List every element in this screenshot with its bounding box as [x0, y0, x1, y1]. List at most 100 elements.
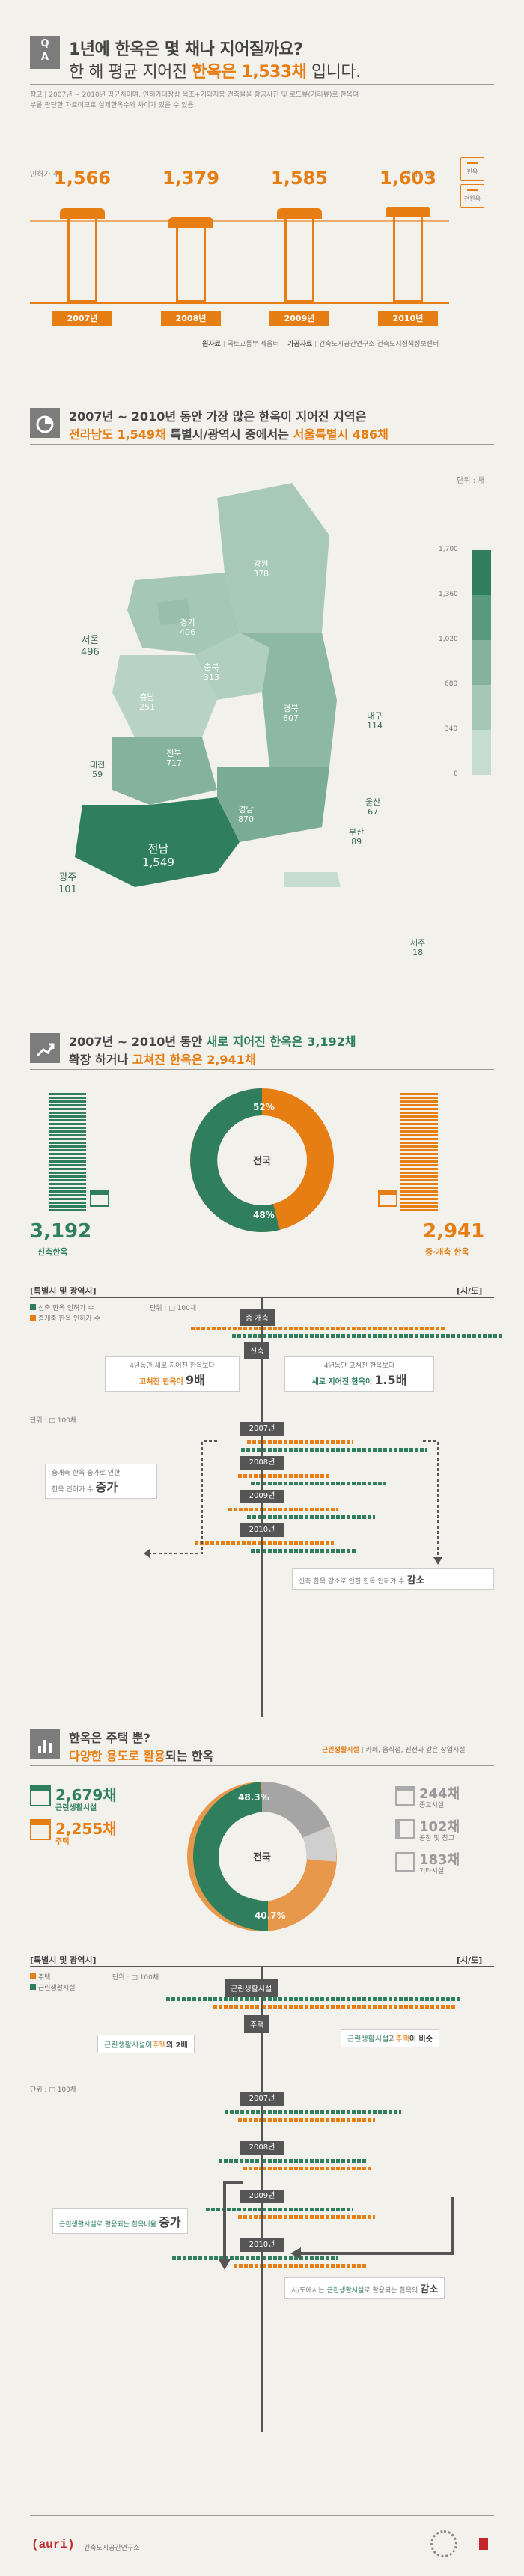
year-column-2009: 1,585 2009년: [258, 168, 341, 328]
donut-center-label: 전국: [253, 1156, 271, 1167]
legend-renov: 증개축 한옥 인허가 수: [30, 1313, 100, 1323]
label-ulsan: 울산 67: [365, 797, 381, 817]
region-gangwon: [217, 483, 329, 633]
hanok-column-icon: [176, 228, 206, 302]
year-2010: 2010년: [240, 1523, 284, 1537]
value-label: 1,585: [271, 168, 328, 189]
unit-note-2: 단위 : □ 100채: [30, 2086, 77, 2094]
pct-house: 40.7%: [255, 1910, 286, 1921]
label-seoul: 서울 496: [81, 635, 100, 658]
s1-title-line1: 1년에 한옥은 몇 채나 지어질까요?: [69, 40, 303, 59]
right-trend-arrow: [290, 2197, 454, 2259]
hanok-column-icon: [284, 219, 314, 302]
renov-hanok-stack: [400, 1093, 438, 1213]
region-jeonnam: [75, 797, 240, 887]
color-scale: [472, 550, 491, 775]
value-label: 1,603: [380, 168, 436, 189]
region-jeju: [284, 872, 341, 887]
year-label: 2010년: [378, 311, 438, 326]
bar-title-right: [시/도]: [457, 1955, 483, 1965]
right-note: 근린생활시설과주택이 비슷: [341, 2029, 439, 2047]
label-gwangju: 광주 101: [58, 872, 77, 895]
bar-title-left: [특별시 및 광역시]: [30, 1955, 97, 1965]
org-name: 건축도시공간연구소: [84, 2545, 140, 2552]
trend-up-icon: [30, 1033, 60, 1063]
label-daegu: 대구 114: [367, 711, 383, 731]
s1-note: 참고 | 2007년 ~ 2010년 평균치이며, 인허가대장상 목조+기와지붕…: [30, 91, 359, 109]
new-vs-renov-donut: [190, 1088, 334, 1232]
house-icon: [30, 1819, 51, 1840]
tag-neigh: 근린생활시설: [225, 1979, 278, 1997]
renov-hanok-icon: [378, 1190, 397, 1207]
year-label: 2009년: [269, 311, 329, 326]
house-label: 주택: [55, 1838, 70, 1846]
label-gyeongbuk: 경북 607: [283, 704, 299, 723]
pct-renov: 48%: [253, 1210, 275, 1220]
value-label: 1,566: [54, 168, 111, 189]
factory-value: 102채: [419, 1819, 460, 1835]
footer: (auri) 건축도시공간연구소: [0, 2515, 524, 2576]
year-2009: 2009년: [240, 2190, 284, 2203]
s1-title-line2: 한 해 평균 지어진 한옥은 1,533채 입니다.: [69, 63, 361, 82]
label-chungbuk: 충북 313: [204, 663, 219, 682]
s1-roof-line: [30, 220, 449, 222]
brand-mark: [479, 2538, 488, 2550]
region-seoul: [157, 599, 191, 625]
scale-tick: 680: [445, 680, 458, 688]
bar-chart-icon: [30, 1729, 60, 1759]
left-trend-arrow: [219, 2181, 243, 2270]
right-trend-arrow: [423, 1440, 442, 1565]
section-2: 2007년 ~ 2010년 동안 가장 많은 한옥이 지어진 지역은 전라남도 …: [0, 393, 524, 977]
legend-hanok-icon: 한옥: [460, 157, 484, 181]
right-trend-note: 신축 한옥 감소로 인한 한옥 인허가 수 감소: [292, 1568, 494, 1590]
center-axis: [261, 1298, 263, 1717]
s2-title-line1: 2007년 ~ 2010년 동안 가장 많은 한옥이 지어진 지역은: [69, 409, 367, 424]
other-value: 183채: [419, 1852, 460, 1868]
s2-unit: 단위 : 채: [457, 477, 485, 485]
neigh-icon: [30, 1785, 51, 1806]
left-note: 4년동안 새로 지어진 한옥보다 고쳐진 한옥이 9배: [105, 1356, 240, 1392]
s2-title-line2: 전라남도 1,549채 특별시/광역시 중에서는 서울특별시 486채: [69, 427, 389, 442]
region-gyeongnam: [217, 767, 329, 842]
year-label: 2008년: [161, 311, 221, 326]
s3-title-line1: 2007년 ~ 2010년 동안 새로 지어진 한옥은 3,192채: [69, 1035, 356, 1049]
region-jeonbuk: [112, 737, 217, 805]
region-gyeongbuk: [240, 633, 337, 767]
label-gangwon: 강원 378: [253, 559, 269, 579]
neigh-label: 근린생활시설: [55, 1804, 97, 1812]
legend-neigh: 근린생활시설: [30, 1982, 76, 1992]
emblem-icon: [430, 2530, 457, 2557]
bar-title-right: [시/도]: [457, 1286, 483, 1296]
year-column-2010: 1,603 2010년: [367, 168, 449, 328]
pie-chart-icon: [30, 408, 60, 438]
label-busan: 부산 89: [349, 827, 365, 847]
hanok-roof-icon: [60, 208, 105, 219]
tag-renov: 증·개축: [240, 1309, 275, 1326]
tag-house: 주택: [244, 2015, 270, 2033]
new-hanok-label: 신축한옥: [37, 1247, 68, 1257]
year-2009: 2009년: [240, 1490, 284, 1503]
auri-logo: (auri): [31, 2538, 75, 2551]
left-note: 근린생활시설이주택의 2배: [97, 2035, 195, 2053]
neigh-value: 2,679채: [55, 1786, 117, 1804]
s3-title-line2: 확장 하거나 고쳐진 한옥은 2,941채: [69, 1053, 256, 1067]
s4-title-line2: 다양한 용도로 활용되는 한옥: [69, 1749, 214, 1763]
label-gyeonggi: 경기 406: [180, 618, 195, 637]
scale-tick: 1,020: [439, 636, 458, 643]
source-note: 원자료 | 국토교통부 세움터 가공자료 | 건축도시공간연구소 건축도시정책정…: [202, 341, 439, 348]
year-label: 2007년: [52, 311, 112, 326]
year-2010: 2010년: [240, 2238, 284, 2252]
new-hanok-value: 3,192: [30, 1220, 92, 1243]
region-chungbuk: [195, 633, 269, 700]
year-2007: 2007년: [240, 2092, 284, 2106]
religion-value: 244채: [419, 1786, 460, 1802]
year-2007: 2007년: [240, 1422, 284, 1436]
scale-tick: 1,700: [439, 546, 458, 553]
s1-unit-right: 단위 : 채: [404, 171, 433, 179]
section-4: 한옥은 주택 뿐? 다양한 용도로 활용되는 한옥 근린생활시설 | 카페, 음…: [0, 1714, 524, 2508]
label-gyeongnam: 경남 870: [238, 805, 254, 824]
legend-jeonhanok-icon: 전한옥: [460, 184, 484, 208]
year-column-2007: 1,566 2007년: [41, 168, 124, 328]
bar-title-left: [특별시 및 광역시]: [30, 1286, 97, 1296]
right-trend-note: 시/도에서는 근린생활시설로 활용되는 한옥의 감소: [284, 2277, 445, 2299]
